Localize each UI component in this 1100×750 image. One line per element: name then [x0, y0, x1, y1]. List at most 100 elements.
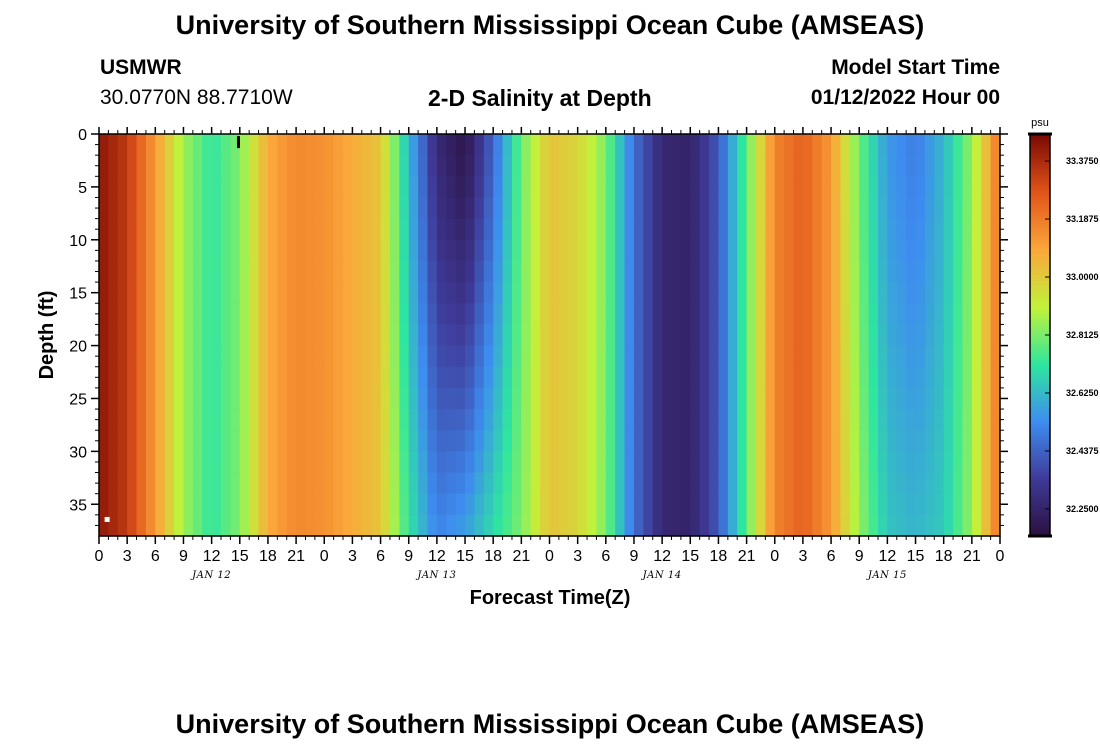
heatmap-cell — [727, 345, 738, 368]
colorbar-swatch — [1030, 495, 1050, 499]
heatmap-cell — [352, 472, 363, 495]
heatmap-cell — [343, 218, 354, 241]
heatmap-cell — [145, 345, 156, 368]
heatmap-cell — [511, 345, 522, 368]
heatmap-cell — [577, 409, 588, 431]
heatmap-cell — [427, 514, 438, 537]
heatmap-cell — [286, 282, 297, 304]
x-tick-label: 18 — [484, 548, 502, 565]
y-tick-label: 15 — [69, 286, 87, 303]
heatmap-cell — [831, 472, 842, 495]
heatmap-cell — [343, 197, 354, 220]
heatmap-cell — [615, 366, 626, 389]
heatmap-cell — [258, 345, 269, 368]
heatmap-cell — [924, 260, 935, 283]
colorbar-swatch — [1030, 266, 1050, 270]
heatmap-cell — [108, 366, 119, 389]
heatmap-cell — [981, 134, 992, 156]
heatmap-cell — [990, 451, 1001, 474]
heatmap-cell — [934, 282, 945, 304]
heatmap-cell — [915, 239, 926, 262]
heatmap-cell — [117, 472, 128, 495]
heatmap-cell — [746, 134, 757, 156]
heatmap-cell — [624, 345, 635, 368]
heatmap-cell — [802, 197, 813, 220]
heatmap-cell — [136, 409, 147, 431]
heatmap-cell — [192, 176, 203, 199]
heatmap-cell — [145, 366, 156, 389]
heatmap-cell — [221, 514, 231, 537]
heatmap-cell — [934, 451, 945, 474]
heatmap-cell — [483, 472, 494, 495]
colorbar-swatch — [1030, 511, 1050, 515]
heatmap-cell — [174, 197, 185, 220]
colorbar-tick-label: 32.8125 — [1066, 330, 1099, 340]
heatmap-cell — [699, 472, 710, 495]
heatmap-cell — [877, 282, 888, 304]
heatmap-cell — [446, 260, 457, 283]
heatmap-cell — [699, 303, 710, 326]
heatmap-cell — [408, 324, 419, 347]
heatmap-cell — [577, 472, 588, 495]
colorbar-swatch — [1030, 170, 1050, 173]
heatmap-cell — [117, 239, 128, 262]
heatmap-cell — [136, 451, 147, 474]
heatmap-cell — [249, 303, 260, 326]
heatmap-cell — [906, 514, 917, 537]
heatmap-cell — [249, 134, 260, 156]
heatmap-cell — [896, 387, 907, 410]
heatmap-cell — [821, 176, 832, 199]
heatmap-cell — [877, 345, 888, 368]
heatmap-cell — [596, 324, 607, 347]
heatmap-cell — [455, 409, 466, 431]
heatmap-cell — [755, 155, 766, 177]
heatmap-cell — [446, 176, 457, 199]
heatmap-cell — [314, 197, 325, 220]
heatmap-cell — [671, 472, 682, 495]
colorbar-swatch — [1030, 222, 1050, 226]
heatmap-cell — [887, 409, 898, 431]
heatmap-cell — [540, 239, 551, 262]
heatmap-cell — [540, 345, 551, 368]
heatmap-cell — [755, 197, 766, 220]
heatmap-cell — [502, 239, 513, 262]
heatmap-cell — [652, 451, 663, 474]
heatmap-cell — [286, 409, 297, 431]
heatmap-cell — [305, 134, 316, 156]
heatmap-cell — [737, 282, 748, 304]
heatmap-cell — [117, 514, 128, 537]
heatmap-cell — [389, 430, 400, 452]
heatmap-cell — [540, 430, 551, 452]
colorbar-swatch — [1030, 373, 1050, 376]
heatmap-cell — [117, 134, 128, 156]
heatmap-cell — [624, 514, 635, 537]
heatmap-cell — [662, 282, 673, 304]
heatmap-cell — [324, 430, 335, 452]
heatmap-cell — [596, 134, 607, 156]
heatmap-cell — [493, 197, 504, 220]
x-day-label: JAN 13 — [415, 570, 456, 581]
heatmap-cell — [117, 303, 128, 326]
heatmap-cell — [192, 409, 203, 431]
heatmap-cell — [690, 430, 701, 452]
heatmap-cell — [953, 197, 964, 220]
heatmap-cell — [896, 197, 907, 220]
heatmap-cell — [465, 303, 476, 326]
x-tick-label: 3 — [348, 548, 357, 565]
heatmap-cell — [821, 345, 832, 368]
heatmap-cell — [99, 303, 109, 326]
colorbar-swatch — [1030, 156, 1050, 159]
heatmap-cell — [849, 345, 860, 368]
heatmap-cell — [352, 197, 363, 220]
heatmap-cell — [633, 409, 644, 431]
heatmap-cell — [915, 472, 926, 495]
heatmap-cell — [877, 176, 888, 199]
heatmap-cell — [971, 155, 982, 177]
heatmap-cell — [371, 218, 382, 241]
heatmap-cell — [633, 239, 644, 262]
heatmap-cell — [502, 387, 513, 410]
heatmap-cell — [221, 134, 231, 156]
heatmap-cell — [915, 176, 926, 199]
heatmap-cell — [774, 282, 785, 304]
heatmap-cell — [117, 345, 128, 368]
